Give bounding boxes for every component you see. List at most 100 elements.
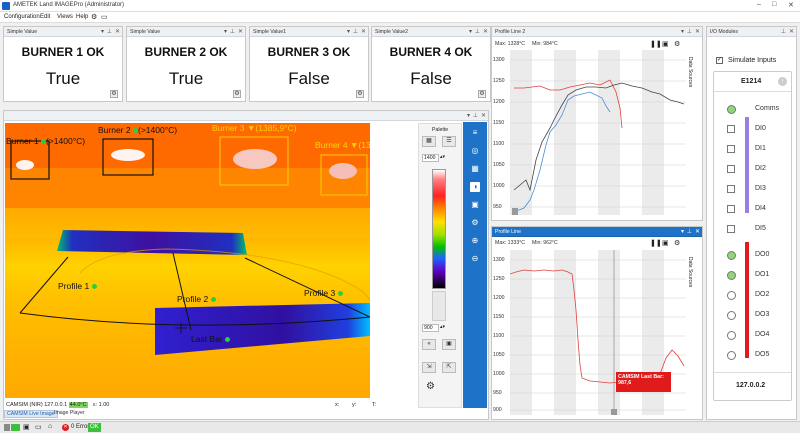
monitor-icon[interactable]: ▭ — [35, 424, 42, 431]
profile-line-3[interactable] — [244, 257, 370, 318]
cursor-handle[interactable] — [512, 208, 518, 215]
chevron-right-icon[interactable]: › — [778, 77, 787, 86]
pin-icon[interactable]: ⊥ — [352, 29, 358, 35]
last-bar-line[interactable] — [19, 312, 370, 326]
image-icon[interactable]: ▣ — [471, 200, 479, 209]
close-icon[interactable]: ✕ — [114, 29, 120, 35]
pin-icon[interactable]: ⊥ — [472, 113, 478, 119]
close-icon[interactable]: ✕ — [694, 29, 700, 35]
dropdown-icon[interactable]: ▾ — [466, 113, 470, 119]
pin-icon[interactable]: ⊥ — [229, 29, 235, 35]
menu-help[interactable]: Help — [76, 14, 89, 20]
menu-icon[interactable]: ≡ — [472, 128, 478, 137]
gear-icon[interactable]: ⚙ — [478, 90, 486, 98]
y-tick: 1050 — [493, 162, 505, 168]
menu-edit[interactable]: Edit — [40, 14, 51, 20]
gear-icon[interactable]: ⚙ — [233, 90, 241, 98]
close-icon[interactable]: ✕ — [237, 29, 243, 35]
simulate-inputs-checkbox[interactable]: ✓ — [716, 57, 723, 64]
input-checkbox[interactable] — [727, 185, 735, 193]
data-sources-tab[interactable]: Data Sources — [687, 257, 693, 288]
dropdown-icon[interactable]: ▾ — [346, 29, 350, 35]
expand-down-icon[interactable]: ⇲ — [422, 362, 436, 373]
y-tick: 1100 — [493, 141, 505, 147]
close-icon[interactable]: ✕ — [788, 29, 794, 35]
pin-icon[interactable]: ⊥ — [686, 229, 692, 235]
dropdown-icon[interactable]: ▾ — [680, 29, 684, 35]
palette-grid-icon[interactable]: ▦ — [422, 136, 436, 147]
gear-icon[interactable]: ⚙ — [674, 240, 681, 247]
zoom-in-icon[interactable]: ⊕ — [471, 236, 479, 245]
value-state: True — [45, 69, 81, 88]
input-checkbox[interactable] — [727, 125, 735, 133]
arrows-icon[interactable]: « — [422, 339, 436, 350]
cursor-handle[interactable] — [611, 409, 617, 415]
close-icon[interactable]: ✕ — [694, 229, 700, 235]
close-icon[interactable]: ✕ — [480, 113, 486, 119]
burner-1-box[interactable] — [10, 140, 50, 180]
palette-icon[interactable]: ◑ — [470, 182, 480, 192]
monitor-icon[interactable]: ▭ — [101, 14, 108, 21]
error-icon[interactable]: ✕ — [62, 424, 69, 431]
input-checkbox[interactable] — [727, 145, 735, 153]
disk-icon[interactable]: ▣ — [23, 424, 30, 431]
layout-icon[interactable] — [4, 424, 10, 431]
burner-2-box[interactable] — [102, 138, 154, 176]
burner-3-box[interactable] — [219, 136, 289, 186]
gear-icon[interactable]: ⚙ — [426, 381, 435, 392]
camera-status-icon[interactable] — [11, 424, 20, 431]
grid-icon[interactable]: ▦ — [471, 164, 479, 173]
data-sources-tab[interactable]: Data Sources — [687, 57, 693, 88]
profile-line-1[interactable] — [19, 256, 69, 314]
camera-tool-icon[interactable]: ⚙ — [91, 14, 98, 21]
dropdown-icon[interactable]: ▾ — [223, 29, 227, 35]
profile-line-2-chart[interactable] — [510, 50, 686, 215]
color-icon[interactable]: ▣ — [442, 339, 456, 350]
expand-up-icon[interactable]: ⇱ — [442, 362, 456, 373]
pause-icon[interactable]: ❚❚ — [650, 240, 662, 247]
palette-color-scale[interactable] — [432, 169, 446, 289]
pin-icon[interactable]: ⊥ — [474, 29, 480, 35]
input-checkbox[interactable] — [727, 165, 735, 173]
settings-icon[interactable]: ⚙ — [471, 218, 479, 227]
chart-type-icon[interactable]: ▣ — [662, 41, 669, 48]
profile-line-2[interactable] — [172, 252, 192, 331]
spinner-icon[interactable]: ▴▾ — [440, 324, 446, 330]
gear-icon[interactable]: ⚙ — [356, 90, 364, 98]
spinner-icon[interactable]: ▴▾ — [440, 154, 446, 160]
tab-live-image[interactable]: CAMSIM Live Image — [4, 410, 58, 418]
minimize-icon[interactable]: – — [757, 1, 761, 8]
chart-type-icon[interactable]: ▣ — [662, 240, 669, 247]
pin-icon[interactable]: ⊥ — [106, 29, 112, 35]
error-count[interactable]: 0 Error — [71, 424, 90, 430]
menu-configuration[interactable]: Configuration — [4, 14, 40, 20]
gear-icon[interactable]: ⚙ — [674, 41, 681, 48]
close-icon[interactable]: ✕ — [788, 2, 794, 9]
palette-list-icon[interactable]: ☰ — [442, 136, 456, 147]
pause-icon[interactable]: ❚❚ — [650, 41, 662, 48]
input-checkbox[interactable] — [727, 205, 735, 213]
close-icon[interactable]: ✕ — [482, 29, 488, 35]
zoom-out-icon[interactable]: ⊖ — [471, 254, 479, 263]
palette-max-input[interactable]: 1400 — [422, 154, 439, 162]
tab-image-player[interactable]: Image Player — [54, 410, 85, 416]
palette-scrollbar[interactable] — [432, 291, 446, 321]
menu-views[interactable]: Views — [57, 14, 73, 20]
dropdown-icon[interactable]: ▾ — [100, 29, 104, 35]
pin-icon[interactable]: ⊥ — [686, 29, 692, 35]
lock-icon[interactable]: ⌂ — [48, 423, 53, 430]
input-checkbox[interactable] — [727, 225, 735, 233]
panel-title: Profile Line 2 — [495, 29, 526, 35]
target-icon[interactable]: ◎ — [471, 146, 479, 155]
gear-icon[interactable]: ⚙ — [110, 90, 118, 98]
dropdown-icon[interactable]: ▾ — [468, 29, 472, 35]
palette-min-input[interactable]: 900 — [422, 324, 439, 332]
dropdown-icon[interactable]: ▾ — [680, 229, 684, 235]
burner-4-box[interactable] — [320, 154, 368, 196]
pin-icon[interactable]: ⊥ — [780, 29, 786, 35]
thermal-image[interactable]: Burner 1 (>1400°C) Burner 2 (>1400°C) Bu… — [5, 123, 370, 398]
close-icon[interactable]: ✕ — [360, 29, 366, 35]
maximize-icon[interactable]: □ — [772, 1, 777, 8]
value-name: BURNER 2 OK — [144, 45, 228, 59]
